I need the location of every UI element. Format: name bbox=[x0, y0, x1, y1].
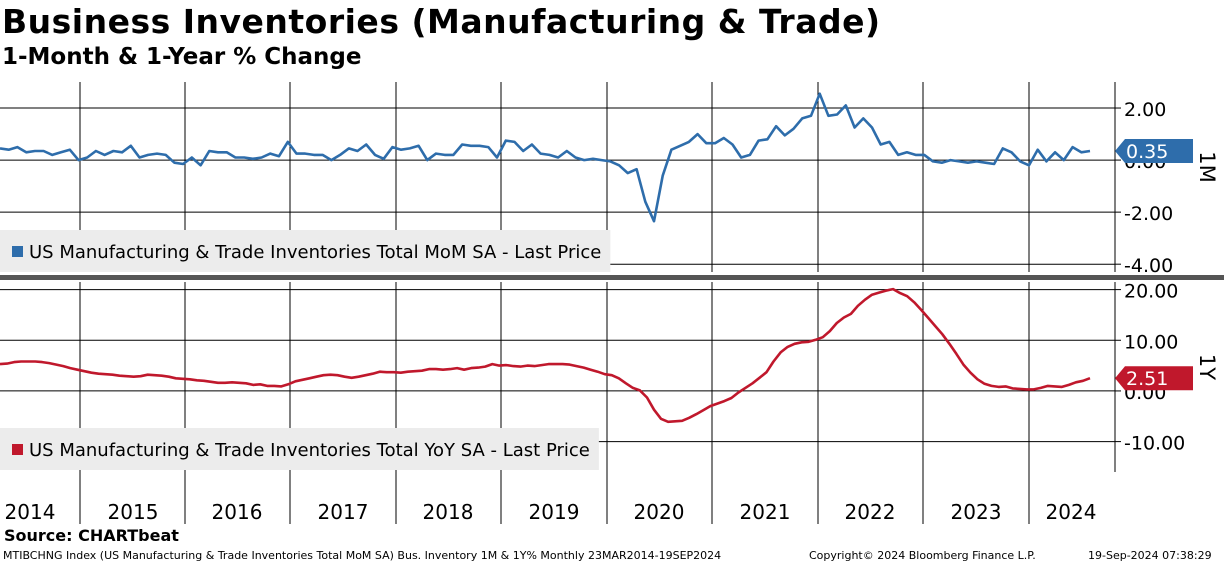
y-tick-label: 20.00 bbox=[1124, 281, 1178, 303]
source-label: Source: CHARTbeat bbox=[4, 526, 179, 545]
legend-box bbox=[0, 230, 611, 272]
y-tick-label: -4.00 bbox=[1124, 255, 1173, 277]
x-tick-label: 2018 bbox=[423, 500, 474, 524]
x-tick-label: 2017 bbox=[318, 500, 369, 524]
x-tick-label: 2020 bbox=[634, 500, 685, 524]
x-tick-label: 2024 bbox=[1046, 500, 1097, 524]
last-value-label: 0.35 bbox=[1126, 141, 1168, 163]
last-value-label: 2.51 bbox=[1126, 368, 1168, 390]
x-tick-label: 2021 bbox=[740, 500, 791, 524]
footer-timestamp: 19-Sep-2024 07:38:29 bbox=[1088, 549, 1212, 562]
x-tick-label: 2019 bbox=[529, 500, 580, 524]
legend-swatch bbox=[12, 444, 23, 455]
x-tick-label: 2015 bbox=[108, 500, 159, 524]
y-tick-label: -2.00 bbox=[1124, 203, 1173, 225]
legend-label: US Manufacturing & Trade Inventories Tot… bbox=[29, 440, 590, 461]
axis-label: 1M bbox=[1195, 151, 1219, 182]
series-line bbox=[0, 92, 1091, 223]
series-line bbox=[0, 287, 1091, 424]
chart-title: Business Inventories (Manufacturing & Tr… bbox=[2, 2, 881, 41]
legend-box bbox=[0, 428, 599, 470]
legend-swatch bbox=[12, 246, 23, 257]
y-tick-label: 10.00 bbox=[1124, 331, 1178, 353]
footer-copyright: Copyright© 2024 Bloomberg Finance L.P. bbox=[809, 549, 1036, 562]
x-tick-label: 2014 bbox=[5, 500, 56, 524]
last-value-tag bbox=[1115, 138, 1193, 163]
legend: US Manufacturing & Trade Inventories Tot… bbox=[0, 428, 599, 470]
x-tick-label: 2016 bbox=[212, 500, 263, 524]
footer-description: MTIBCHNG Index (US Manufacturing & Trade… bbox=[3, 549, 722, 562]
chart-subtitle: 1-Month & 1-Year % Change bbox=[2, 44, 362, 70]
x-tick-label: 2023 bbox=[951, 500, 1002, 524]
y-tick-label: -10.00 bbox=[1124, 433, 1185, 455]
panel-divider bbox=[0, 275, 1224, 280]
legend-label: US Manufacturing & Trade Inventories Tot… bbox=[29, 242, 601, 263]
x-tick-label: 2022 bbox=[845, 500, 896, 524]
y-tick-label: 2.00 bbox=[1124, 99, 1166, 121]
axis-label: 1Y bbox=[1195, 354, 1219, 380]
last-value-marker: 0.35 bbox=[1115, 138, 1193, 163]
legend: US Manufacturing & Trade Inventories Tot… bbox=[0, 230, 611, 272]
last-value-marker: 2.51 bbox=[1115, 366, 1193, 391]
last-value-tag bbox=[1115, 366, 1193, 391]
